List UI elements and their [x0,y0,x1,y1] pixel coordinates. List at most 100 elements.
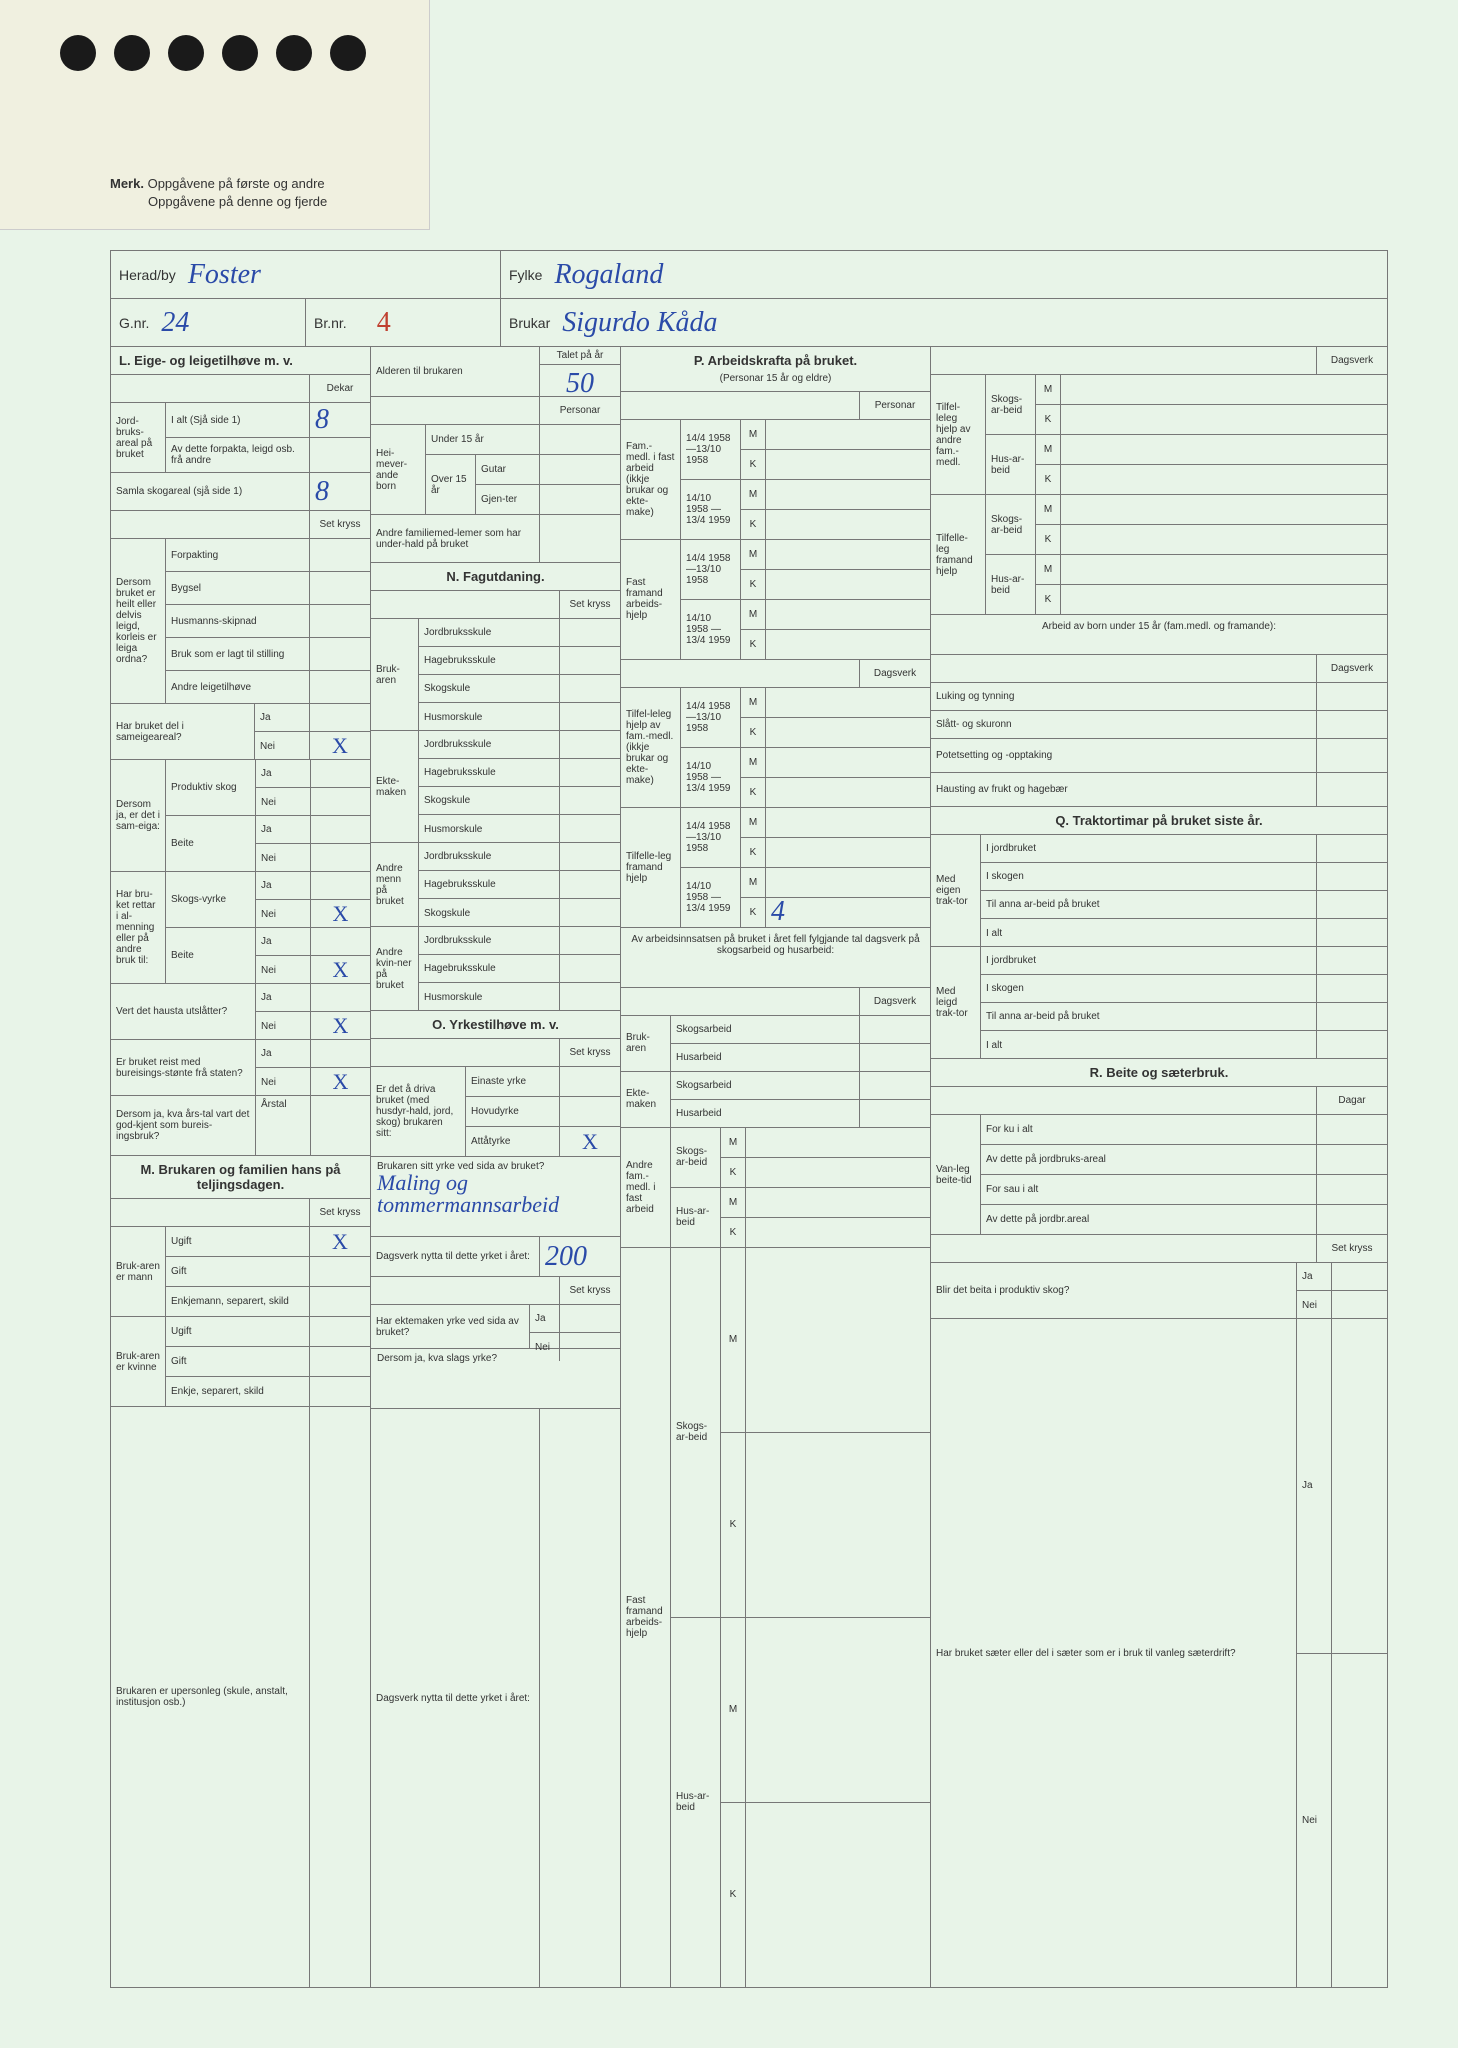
andrefam: Andre familiemed-lemer som har under-hal… [371,515,540,562]
fylke-label: Fylke [509,267,542,283]
header-row-2: G.nr. 24 Br.nr. 4 Brukar Sigurdo Kåda [111,299,1387,347]
m-4: M [741,600,766,629]
dagsverk-val: 200 [545,1241,587,1273]
nei-vert: Nei [256,1012,311,1040]
brukar-label: Brukar [509,315,550,331]
forku: For ku i alt [981,1115,1317,1144]
hausting: Hausting av frukt og hagebær [931,773,1317,806]
section-R-title: R. Beite og sæterbruk. [931,1059,1387,1087]
n-jord-4: Jordbruksskule [419,927,560,954]
alderen: Alderen til brukaren [371,347,540,396]
col-P: P. Arbeidskrafta på bruket. (Personar 15… [621,347,931,1987]
m-ff2: M [721,1618,746,1802]
erdet: Er det å driva bruket (med husdyr-hald, … [371,1067,466,1156]
k-r1: K [1036,405,1061,434]
dagar: Dagar [1317,1087,1387,1114]
medeigen: Med eigen trak-tor [931,835,981,946]
d2-4: 14/10 1958 —13/4 1959 [681,868,741,927]
avdette: Av dette forpakta, leigd osb. frå andre [166,438,310,472]
hovud: Hovudyrke [466,1097,560,1126]
yrke-val: Maling og tommermannsarbeid [377,1172,614,1216]
header-row-1: Herad/by Foster Fylke Rogaland [111,251,1387,299]
husar-r2: Hus-ar-beid [986,555,1036,614]
gnr-value: 24 [161,307,189,339]
section-O-title: O. Yrkestilhøve m. v. [371,1011,620,1039]
q-ialt-1: I alt [981,919,1317,947]
q-ijord-2: I jordbruket [981,947,1317,974]
gift-k: Gift [166,1347,310,1376]
page: Merk. Oppgåvene på første og andre Oppgå… [0,0,1458,2048]
d2-1: 14/10 1958 —13/4 1959 [681,480,741,539]
bygsel: Bygsel [166,572,310,604]
avdette2: Av dette på jordbr.areal [981,1205,1317,1234]
n-hage-2: Hagebruksskule [419,759,560,786]
k-r2: K [1036,465,1061,494]
vert-hausta: Vert det hausta utslåtter? [111,984,256,1039]
section-N-title: N. Fagutdaning. [371,563,620,591]
skogsar-ff: Skogs-ar-beid [671,1248,721,1617]
medleigd: Med leigd trak-tor [931,947,981,1058]
andrefam-p: Andre fam.-medl. i fast arbeid [621,1128,671,1247]
k-af2: K [721,1218,746,1247]
k-3: K [741,570,766,599]
skogsar-r1: Skogs-ar-beid [986,375,1036,434]
dagsverk-r1: Dagsverk [1317,347,1387,374]
heimeverande: Hei-mever-ande born [371,425,426,514]
n-hage-1: Hagebruksskule [419,647,560,674]
m-7: M [741,808,766,837]
under15: Under 15 år [426,425,540,454]
n-skog-2: Skogskule [419,787,560,814]
forsau: For sau i alt [981,1175,1317,1204]
skogsar-af: Skogs-ar-beid [671,1128,721,1187]
corner-tab: Merk. Oppgåvene på første og andre Oppgå… [0,0,430,230]
dagsverk-r2: Dagsverk [1317,655,1387,682]
section-P-title: P. Arbeidskrafta på bruket. (Personar 15… [621,347,930,392]
tilfelleg-r: Tilfel-leleg hjelp av andre fam.-medl. [931,375,986,494]
m-1: M [741,420,766,449]
hole [222,35,258,71]
andre-leige: Andre leigetilhøve [166,671,310,703]
k-7: K [741,838,766,867]
nei-b1: Nei [256,844,311,872]
husar-af: Hus-ar-beid [671,1188,721,1247]
m-2: M [741,480,766,509]
hus-br: Husarbeid [671,1044,860,1072]
main-grid: L. Eige- og leigetilhøve m. v. Dekar Jor… [111,347,1387,1987]
harektemaken: Har ektemaken yrke ved sida av bruket? [371,1305,530,1348]
k-5: K [741,718,766,747]
n-husmor-2: Husmorskule [419,815,560,843]
bruksom: Bruk som er lagt til stilling [166,638,310,670]
skogsar-r2: Skogs-ar-beid [986,495,1036,554]
arstal-lbl: Årstal [256,1096,311,1155]
setkryss-m: Set kryss [310,1199,370,1226]
n-hage-4: Hagebruksskule [419,955,560,982]
nei-r: Nei [1297,1291,1332,1319]
ja-r2: Ja [1297,1319,1332,1653]
m-r3: M [1036,495,1061,524]
atat: Attåtyrke [466,1127,560,1156]
brukar-value: Sigurdo Kåda [562,307,717,339]
merk-bold: Merk. [110,176,144,191]
ja-r: Ja [1297,1263,1332,1290]
dersom-leigd: Dersom bruket er heilt eller delvis leig… [111,539,166,703]
x4: X [316,1013,365,1039]
n-jord-1: Jordbruksskule [419,619,560,646]
ja-1: Ja [255,704,310,731]
talet-val: 50 [566,368,594,400]
husar-r1: Hus-ar-beid [986,435,1036,494]
dersomja-sameiga: Dersom ja, er det i sam-eiga: [111,760,166,871]
x2: X [316,901,365,927]
m-5: M [741,688,766,717]
n-hage-3: Hagebruksskule [419,871,560,898]
harsaeter: Har bruket sæter eller del i sæter som e… [931,1319,1297,1987]
k-af1: K [721,1158,746,1187]
section-M-title: M. Brukaren og familien hans på teljings… [111,1156,370,1199]
hole [114,35,150,71]
dersomja-arstal: Dersom ja, kva års-tal vart det god-kjen… [111,1096,256,1155]
section-Q-title: Q. Traktortimar på bruket siste år. [931,807,1387,835]
gnr-label: G.nr. [119,315,149,331]
tilfframand: Tilfelle-leg framand hjelp [621,808,681,927]
k-8: K [741,898,766,927]
setkryss-o: Set kryss [560,1039,620,1066]
beite1: Beite [166,816,256,871]
